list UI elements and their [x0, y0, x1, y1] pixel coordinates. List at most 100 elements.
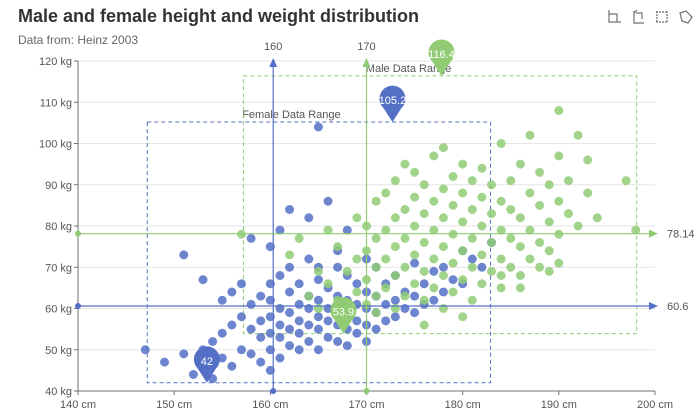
brush-rect-icon[interactable] — [653, 8, 671, 26]
female-point — [342, 341, 352, 351]
male-point — [467, 176, 477, 186]
female-point — [285, 262, 295, 272]
mark-line-label: 60.6 — [667, 301, 688, 313]
male-point — [429, 283, 439, 293]
male-point — [371, 196, 381, 206]
female-point — [438, 262, 448, 272]
male-point — [313, 266, 323, 276]
female-point — [265, 328, 275, 338]
male-point — [429, 196, 439, 206]
female-point — [419, 279, 429, 289]
male-point — [419, 209, 429, 219]
male-point — [419, 238, 429, 247]
male-point — [477, 192, 487, 202]
male-point — [621, 176, 631, 186]
female-point — [256, 316, 266, 326]
male-point — [400, 159, 410, 169]
male-point — [410, 250, 420, 260]
y-tick-label: 60 kg — [45, 304, 72, 316]
male-point — [573, 130, 583, 140]
male-point — [554, 196, 564, 206]
male-point — [304, 291, 314, 301]
male-point — [496, 254, 506, 264]
male-point — [390, 242, 400, 252]
male-point — [515, 159, 525, 169]
male-point — [438, 213, 448, 223]
mark-point-pin — [330, 297, 357, 334]
male-point — [477, 221, 487, 231]
mark-area-rect — [146, 121, 492, 384]
male-point — [554, 151, 564, 161]
mark-point-label: 42 — [201, 356, 213, 368]
male-point — [438, 184, 448, 194]
female-point — [294, 328, 304, 338]
male-point — [371, 308, 381, 318]
male-point — [477, 163, 487, 173]
female-point — [275, 304, 285, 313]
male-point — [400, 262, 410, 272]
female-point — [275, 225, 285, 235]
x-tick-label: 160 cm — [252, 399, 288, 411]
male-point — [554, 258, 564, 268]
mark-point-label: 105.2 — [379, 95, 407, 107]
mark-area-label: Male Data Range — [366, 63, 452, 75]
male-point — [496, 283, 506, 293]
female-point — [198, 275, 208, 285]
female-point — [140, 345, 150, 355]
mark-point-pin — [379, 85, 406, 123]
female-point — [371, 324, 381, 334]
male-point — [496, 225, 506, 235]
female-point — [352, 279, 362, 289]
male-point — [438, 242, 448, 252]
mark-line-label: 78.14 — [667, 229, 695, 241]
brush-poly-icon[interactable] — [677, 8, 695, 26]
female-point — [265, 242, 275, 252]
male-point — [573, 221, 583, 231]
mark-line-arrow — [269, 58, 278, 67]
male-point — [390, 213, 400, 223]
female-point — [285, 308, 295, 318]
male-point — [400, 291, 410, 301]
mark-points: 105.2 42 116.4 53.9 — [193, 39, 455, 383]
male-point — [323, 225, 333, 235]
mark-point-label: 116.4 — [428, 49, 455, 61]
female-point — [256, 332, 266, 342]
female-point — [256, 357, 266, 367]
female-point — [400, 304, 410, 313]
mark-line-arrow — [362, 58, 371, 67]
data-points — [140, 106, 641, 384]
male-point — [438, 143, 448, 153]
male-point — [419, 180, 429, 190]
male-point — [429, 225, 439, 235]
female-point — [304, 320, 314, 330]
zoom-reset-icon[interactable] — [629, 8, 647, 26]
male-point — [535, 200, 545, 210]
female-point — [313, 312, 323, 322]
mark-areas: Female Data Range Male Data Range — [146, 63, 638, 384]
y-tick-label: 100 kg — [39, 139, 72, 151]
female-point — [265, 279, 275, 289]
male-point — [515, 242, 525, 252]
male-point — [506, 176, 516, 186]
y-tick-label: 40 kg — [45, 386, 72, 398]
female-point — [313, 275, 323, 285]
male-point — [458, 246, 468, 256]
data-zoom-icon[interactable] — [605, 8, 623, 26]
female-point — [275, 320, 285, 330]
female-point — [246, 324, 256, 334]
male-point — [410, 221, 420, 231]
male-point — [554, 106, 564, 115]
mark-lines: 160 60.6 170 78.14 — [75, 41, 695, 394]
male-point — [496, 271, 506, 280]
female-point — [294, 299, 304, 309]
male-point — [448, 258, 458, 268]
toolbox — [605, 8, 695, 28]
female-point — [304, 254, 314, 264]
female-point — [313, 345, 323, 355]
mark-line-start — [75, 303, 81, 310]
x-tick-label: 150 cm — [156, 399, 192, 411]
male-point — [477, 250, 487, 260]
female-point — [467, 254, 477, 264]
chart-subtitle: Data from: Heinz 2003 — [18, 33, 139, 47]
